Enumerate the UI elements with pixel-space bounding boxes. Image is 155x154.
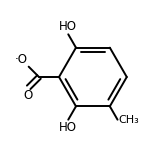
Text: O: O: [23, 89, 33, 102]
Text: ·O: ·O: [15, 53, 28, 66]
Text: HO: HO: [59, 121, 77, 134]
Text: HO: HO: [59, 20, 77, 33]
Text: CH₃: CH₃: [118, 115, 139, 125]
